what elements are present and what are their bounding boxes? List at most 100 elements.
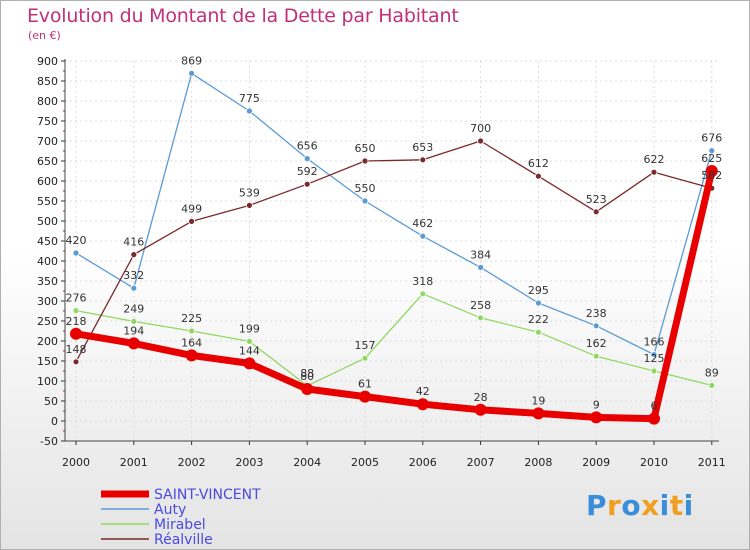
logo-letter: o	[621, 489, 642, 522]
data-point-saint-vincent	[474, 403, 487, 416]
data-label-auty: 550	[355, 182, 376, 195]
data-label-auty: 420	[66, 234, 87, 247]
data-label-auty: 656	[297, 140, 318, 153]
data-point-auty	[72, 249, 80, 257]
data-point-mirabel	[245, 337, 253, 345]
data-point-saint-vincent	[185, 349, 198, 362]
data-label-r-alville: 612	[528, 157, 549, 170]
y-tick-label: 250	[37, 315, 58, 328]
data-point-r-alville	[535, 172, 542, 180]
y-tick-label: 150	[37, 355, 58, 368]
legend-label-mirabel: Mirabel	[154, 517, 206, 533]
data-label-r-alville: 650	[355, 142, 376, 155]
data-point-r-alville	[650, 168, 658, 176]
data-point-r-alville	[188, 217, 196, 225]
data-point-saint-vincent	[70, 327, 82, 340]
x-tick-label: 2002	[178, 456, 206, 469]
data-point-mirabel	[477, 314, 485, 322]
data-label-r-alville: 499	[181, 202, 202, 215]
data-point-mirabel	[592, 352, 600, 360]
logo-letter: t	[669, 489, 684, 522]
logo-letter: i	[683, 489, 694, 522]
data-label-mirabel: 318	[412, 275, 433, 288]
data-point-auty	[592, 322, 600, 330]
data-label-mirabel: 199	[239, 322, 260, 335]
data-point-saint-vincent	[359, 390, 371, 403]
x-tick-label: 2004	[293, 456, 321, 469]
data-label-saint-vincent: 194	[123, 324, 144, 337]
data-label-saint-vincent: 218	[66, 315, 87, 328]
data-label-mirabel: 88	[300, 367, 314, 380]
chart-title: Evolution du Montant de la Dette par Hab…	[27, 5, 459, 27]
data-point-r-alville	[130, 251, 138, 259]
data-label-r-alville: 653	[412, 141, 433, 154]
data-label-mirabel: 249	[123, 302, 144, 315]
data-point-mirabel	[535, 328, 542, 336]
data-label-auty: 462	[412, 217, 433, 230]
logo-letter: r	[607, 489, 622, 522]
data-label-auty: 238	[586, 307, 607, 320]
data-point-mirabel	[650, 367, 658, 375]
x-tick-label: 2001	[120, 456, 148, 469]
data-label-mirabel: 125	[644, 352, 665, 365]
series-line-saint-vincent	[72, 167, 716, 423]
data-label-saint-vincent: 42	[416, 385, 430, 398]
data-label-r-alville: 416	[123, 236, 144, 249]
legend-label-auty: Auty	[154, 502, 186, 518]
x-tick-label: 2009	[582, 456, 610, 469]
data-label-auty: 775	[239, 92, 260, 105]
y-tick-label: 200	[37, 335, 58, 348]
y-tick-label: 700	[37, 135, 58, 148]
data-label-auty: 676	[701, 132, 722, 145]
logo-letter: x	[641, 489, 660, 522]
data-label-saint-vincent: 6	[651, 400, 658, 413]
y-tick-label: 50	[44, 395, 58, 408]
data-point-auty	[419, 232, 427, 240]
data-point-mirabel	[188, 327, 196, 335]
data-point-saint-vincent	[705, 165, 718, 177]
y-tick-label: 900	[37, 55, 58, 68]
y-tick-label: 800	[37, 95, 58, 108]
data-point-mirabel	[130, 317, 138, 325]
data-point-mirabel	[72, 307, 80, 315]
data-label-r-alville: 539	[239, 186, 260, 199]
data-point-r-alville	[245, 201, 253, 209]
y-tick-label: 350	[37, 275, 58, 288]
data-label-auty: 295	[528, 284, 549, 297]
data-label-mirabel: 89	[705, 366, 719, 379]
data-point-r-alville	[303, 180, 311, 188]
y-tick-label: 300	[37, 295, 58, 308]
legend-label-saint-vincent: SAINT-VINCENT	[154, 487, 261, 503]
data-label-mirabel: 225	[181, 312, 202, 325]
data-label-saint-vincent: 164	[181, 336, 202, 349]
data-point-auty	[303, 155, 311, 163]
data-label-r-alville: 700	[470, 122, 491, 135]
y-tick-label: -50	[40, 435, 58, 448]
data-label-r-alville: 622	[644, 153, 665, 166]
data-label-saint-vincent: 28	[474, 391, 488, 404]
x-tick-label: 2003	[235, 456, 263, 469]
data-point-saint-vincent	[648, 412, 660, 425]
data-label-saint-vincent: 625	[701, 152, 722, 165]
y-tick-label: 550	[37, 195, 58, 208]
data-point-auty	[708, 147, 716, 155]
data-label-saint-vincent: 144	[239, 344, 260, 357]
logo-letter: P	[586, 489, 608, 522]
data-label-saint-vincent: 19	[531, 394, 545, 407]
data-label-r-alville: 523	[586, 193, 607, 206]
data-label-saint-vincent: 80	[300, 370, 314, 383]
data-point-mirabel	[708, 381, 716, 389]
data-label-saint-vincent: 61	[358, 378, 372, 391]
data-point-auty	[477, 263, 485, 271]
data-point-auty	[130, 284, 138, 292]
y-tick-label: 600	[37, 175, 58, 188]
y-tick-label: 650	[37, 155, 58, 168]
x-tick-label: 2005	[351, 456, 379, 469]
data-label-mirabel: 276	[66, 292, 87, 305]
data-label-mirabel: 258	[470, 299, 491, 312]
data-point-saint-vincent	[416, 398, 429, 411]
data-point-saint-vincent	[532, 407, 545, 420]
data-point-r-alville	[72, 358, 80, 366]
data-point-r-alville	[477, 137, 485, 145]
